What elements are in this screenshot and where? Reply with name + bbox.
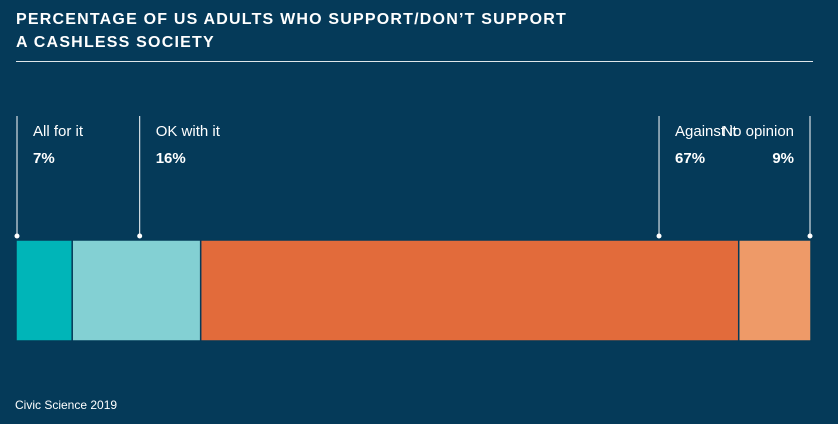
chart-title-line-1: PERCENTAGE OF US ADULTS WHO SUPPORT/DON’… <box>16 11 567 28</box>
leader-dot-all-for-it <box>14 233 20 239</box>
value-label-ok-with-it: 16% <box>156 150 186 167</box>
leader-dot-against-it <box>656 233 662 239</box>
bar-segment-against-it <box>199 239 740 342</box>
chart-title: PERCENTAGE OF US ADULTS WHO SUPPORT/DON’… <box>16 8 716 54</box>
bar-segment-all-for-it <box>15 239 73 342</box>
source-note: Civic Science 2019 <box>15 398 118 412</box>
leader-dot-ok-with-it <box>137 233 143 239</box>
bar-segment-ok-with-it <box>71 239 202 342</box>
category-label-no-opinion: No opinion <box>722 123 794 140</box>
chart-title-line-2: A CASHLESS SOCIETY <box>16 34 215 51</box>
leader-dot-no-opinion <box>807 233 813 239</box>
value-label-against-it: 67% <box>675 150 705 167</box>
value-label-no-opinion: 9% <box>772 150 794 167</box>
value-label-all-for-it: 7% <box>33 150 55 167</box>
title-divider <box>16 61 813 62</box>
bar-segment-no-opinion <box>737 239 812 342</box>
category-label-all-for-it: All for it <box>33 123 84 140</box>
category-label-ok-with-it: OK with it <box>156 123 221 140</box>
category-label-against-it: Against it <box>675 123 738 140</box>
